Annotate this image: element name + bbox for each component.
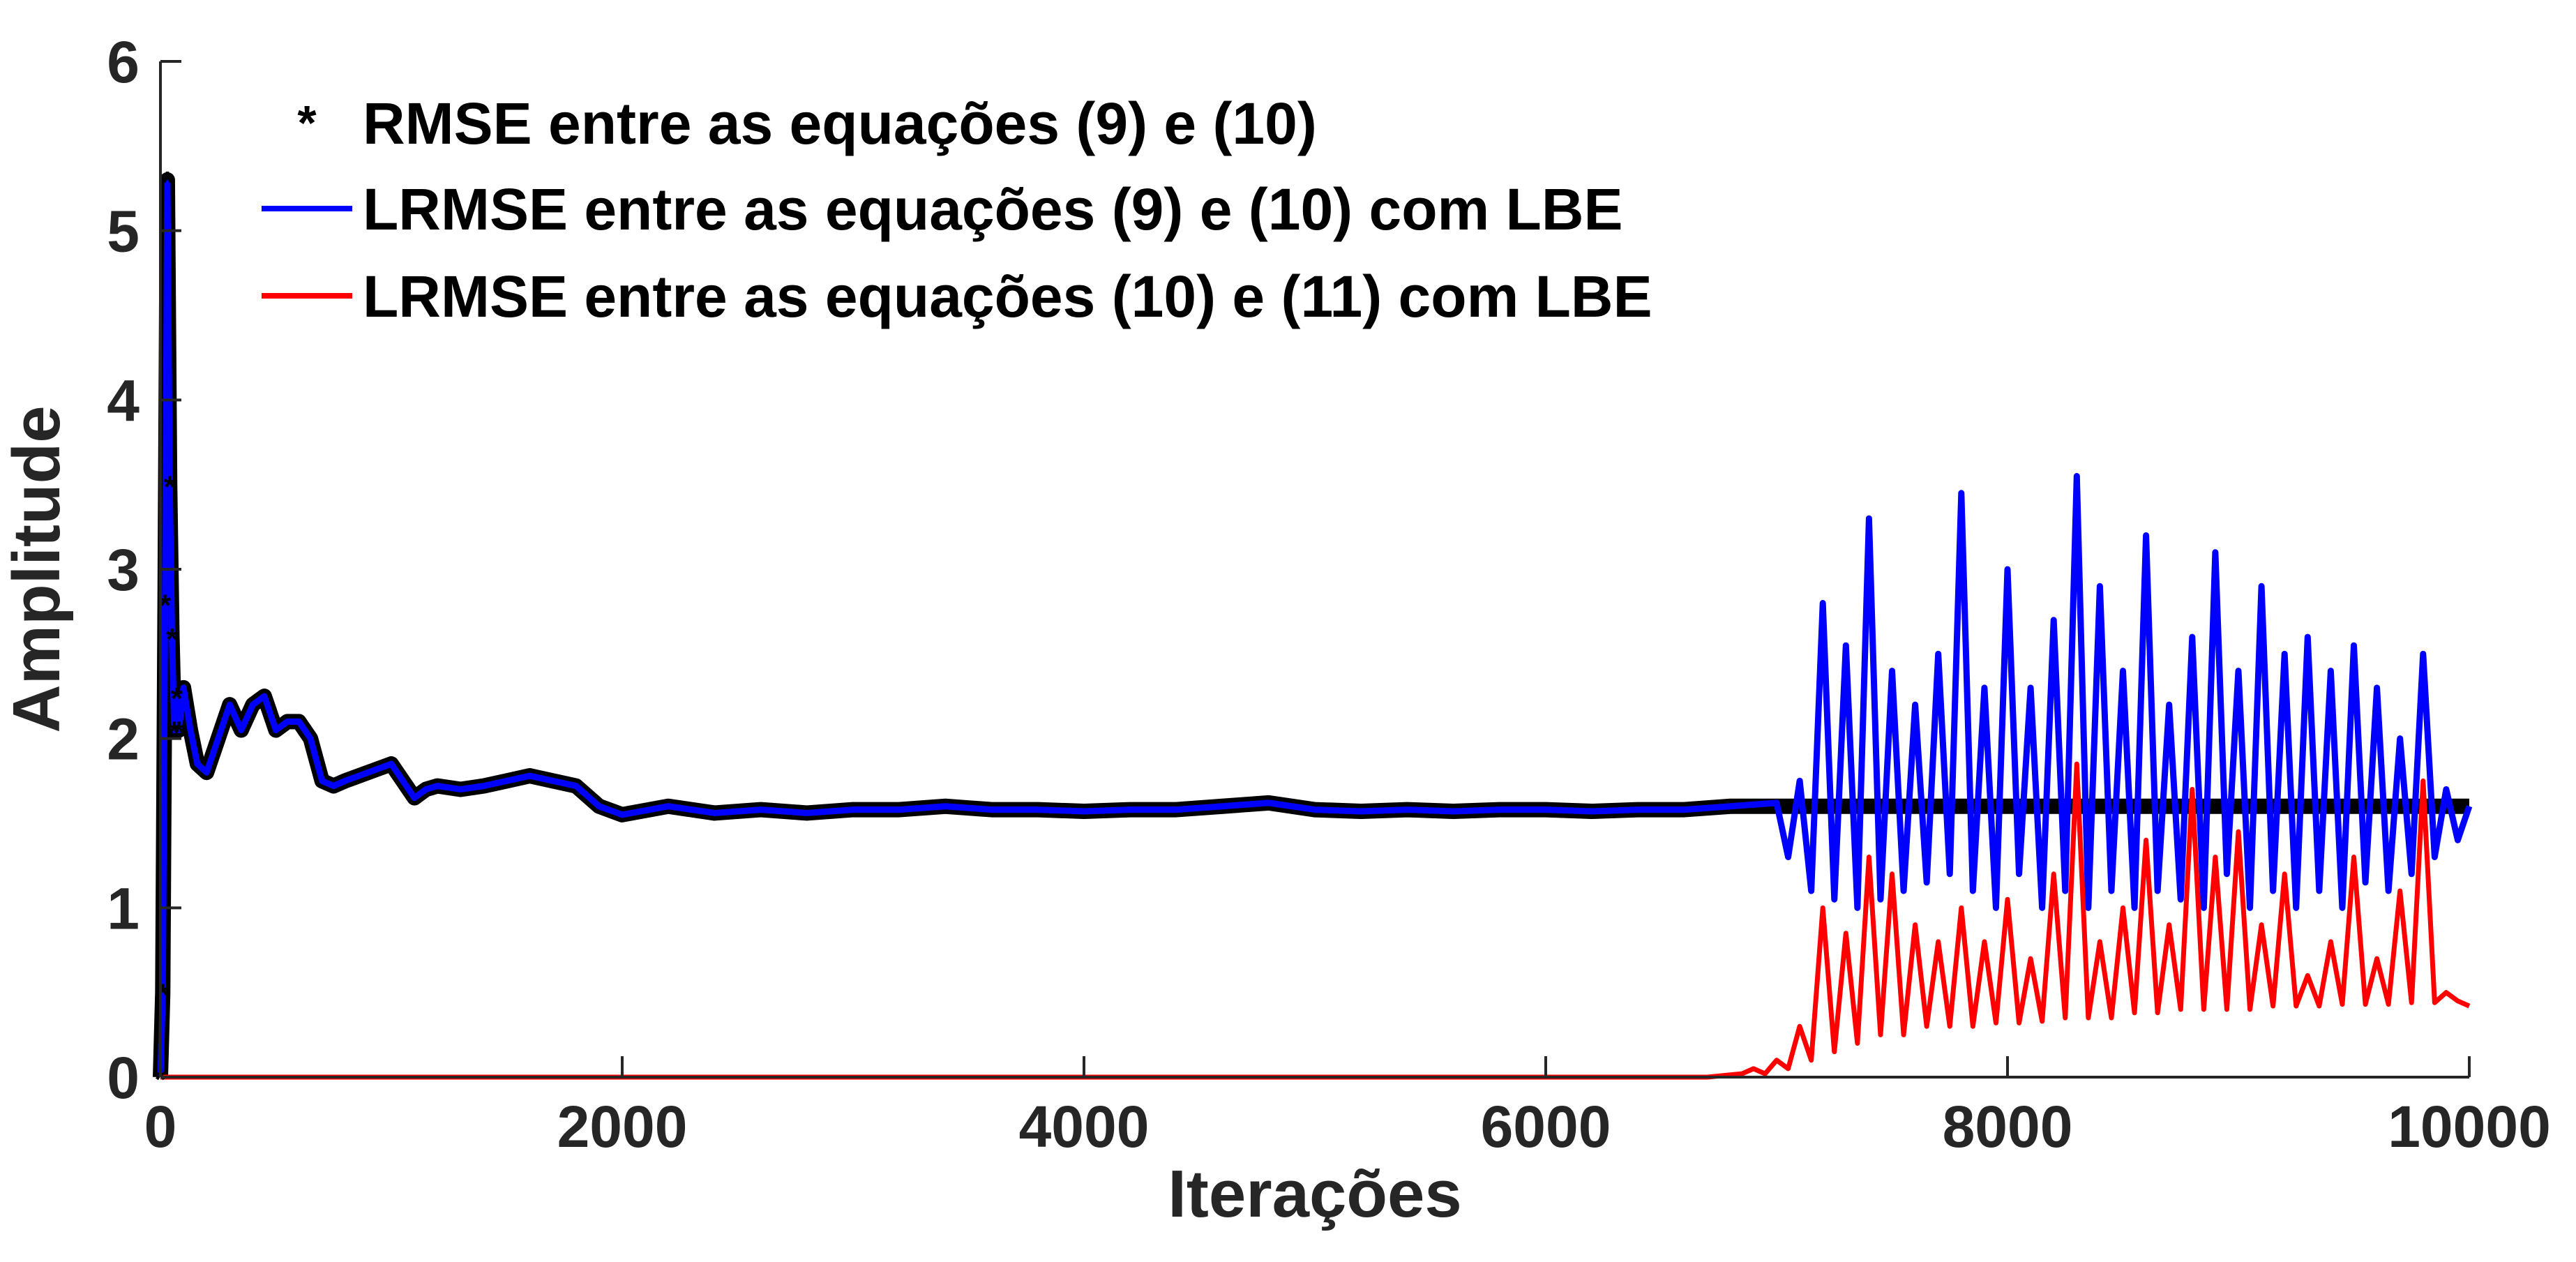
y-tick-label: 3 [107, 537, 140, 603]
x-ticks: 0 2000 4000 6000 8000 10000 [144, 1056, 2551, 1159]
rmse-point-marker: * [168, 716, 181, 750]
rmse-point-marker: * [173, 716, 186, 750]
series-lrmse-9-10-lbe [157, 176, 2473, 1078]
y-tick-label: 6 [107, 29, 140, 95]
rmse-point-marker: * [159, 589, 172, 623]
y-tick-label: 4 [107, 368, 140, 433]
legend-marker-rmse: * [297, 96, 317, 150]
x-tick-label: 2000 [557, 1094, 688, 1159]
legend-label-rmse: RMSE entre as equações (9) e (10) [363, 91, 1317, 156]
rmse-star-markers: ********* [154, 165, 185, 1097]
rmse-point-marker: * [171, 682, 183, 716]
legend-label-lrmse-10-11: LRMSE entre as equações (10) e (11) com … [363, 264, 1652, 329]
y-axis-title: Amplitude [0, 405, 74, 733]
y-tick-label: 0 [107, 1045, 140, 1111]
rmse-point-marker: * [157, 978, 170, 1012]
rmse-point-marker: * [154, 1062, 167, 1097]
y-tick-label: 2 [107, 707, 140, 772]
y-ticks: 0 1 2 3 4 5 6 [107, 29, 181, 1111]
legend-label-lrmse-9-10: LRMSE entre as equações (9) e (10) com L… [363, 176, 1623, 242]
x-axis-title: Iterações [1168, 1157, 1462, 1231]
rmse-point-marker: * [164, 470, 176, 504]
y-tick-label: 5 [107, 199, 140, 264]
series-layer: ********* [153, 165, 2473, 1097]
y-tick-label: 1 [107, 876, 140, 941]
x-tick-label: 8000 [1943, 1094, 2073, 1159]
x-tick-label: 6000 [1481, 1094, 1611, 1159]
x-tick-label: 4000 [1019, 1094, 1150, 1159]
rmse-point-marker: * [161, 165, 174, 200]
x-tick-label: 0 [144, 1094, 177, 1159]
series-lrmse-10-11-lbe [160, 761, 2471, 1080]
rmse-point-marker: * [166, 622, 179, 656]
x-tick-label: 10000 [2388, 1094, 2551, 1159]
legend: * RMSE entre as equações (9) e (10) LRMS… [262, 91, 1652, 329]
